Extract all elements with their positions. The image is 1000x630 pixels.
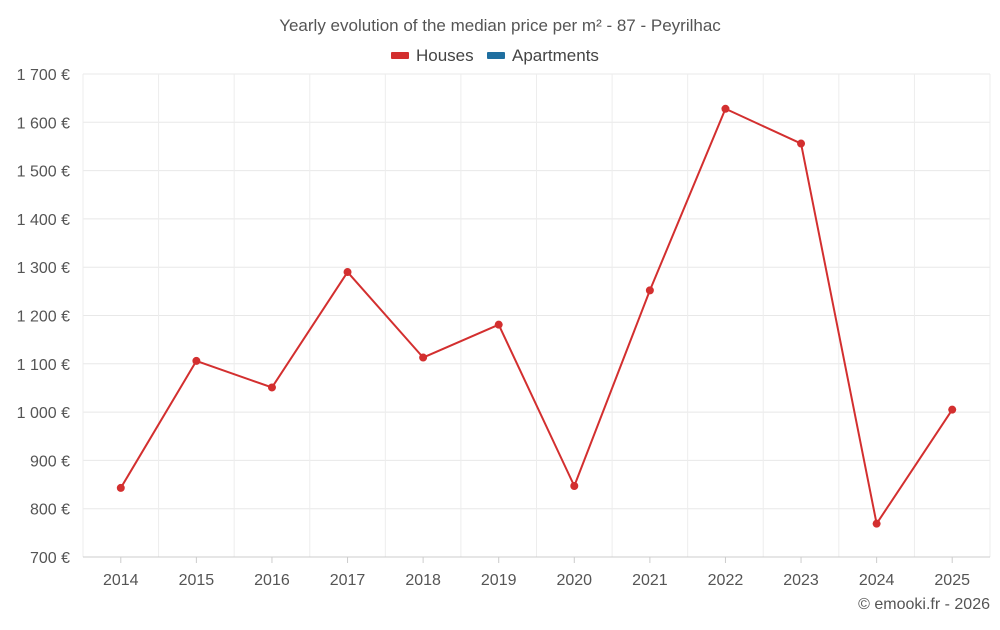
x-tick-label: 2024 [859,572,895,589]
data-point-houses-2022[interactable] [721,104,730,113]
legend-swatch-apartments [487,52,505,59]
y-tick-label: 800 € [30,502,70,519]
x-tick-label: 2022 [708,572,744,589]
y-tick-label: 700 € [30,550,70,567]
data-point-houses-2023[interactable] [797,139,806,148]
legend-label-houses: Houses [416,46,474,65]
y-tick-label: 1 400 € [17,212,70,229]
data-point-houses-2020[interactable] [570,481,579,490]
x-tick-label: 2019 [481,572,517,589]
data-point-houses-2017[interactable] [343,268,352,277]
credit-text: © emooki.fr - 2026 [858,596,990,613]
y-tick-label: 1 600 € [17,115,70,132]
y-tick-label: 1 300 € [17,260,70,277]
chart-title: Yearly evolution of the median price per… [279,16,721,35]
x-tick-label: 2023 [783,572,819,589]
y-tick-label: 900 € [30,453,70,470]
axes: 700 € 800 € 900 € 1 000 € 1 100 € 1 200 € 1 30… [17,67,990,589]
y-tick-label: 1 500 € [17,164,70,181]
y-tick-label: 1 100 € [17,357,70,374]
y-tick-label: 1 700 € [17,67,70,84]
data-point-houses-2018[interactable] [419,353,428,362]
x-tick-label: 2015 [179,572,215,589]
data-point-houses-2015[interactable] [192,356,201,365]
x-tick-label: 2016 [254,572,290,589]
legend: Houses Apartments [391,46,599,65]
y-tick-label: 1 000 € [17,405,70,422]
y-tick-label: 1 200 € [17,309,70,326]
data-point-houses-2019[interactable] [494,320,503,329]
grid [82,73,991,558]
legend-label-apartments: Apartments [512,46,599,65]
x-tick-label: 2017 [330,572,366,589]
x-tick-label: 2014 [103,572,139,589]
series [116,104,957,528]
x-tick-label: 2020 [556,572,592,589]
legend-swatch-houses [391,52,409,59]
data-point-houses-2014[interactable] [116,483,125,492]
x-tick-label: 2021 [632,572,668,589]
legend-item-houses[interactable]: Houses [391,46,474,65]
data-point-houses-2024[interactable] [872,519,881,528]
series-line-houses [119,107,954,525]
data-point-houses-2025[interactable] [948,405,957,414]
data-point-houses-2021[interactable] [645,286,654,295]
x-tick-label: 2018 [405,572,441,589]
x-tick-label: 2025 [934,572,970,589]
legend-item-apartments[interactable]: Apartments [487,46,599,65]
data-point-houses-2016[interactable] [267,383,276,392]
